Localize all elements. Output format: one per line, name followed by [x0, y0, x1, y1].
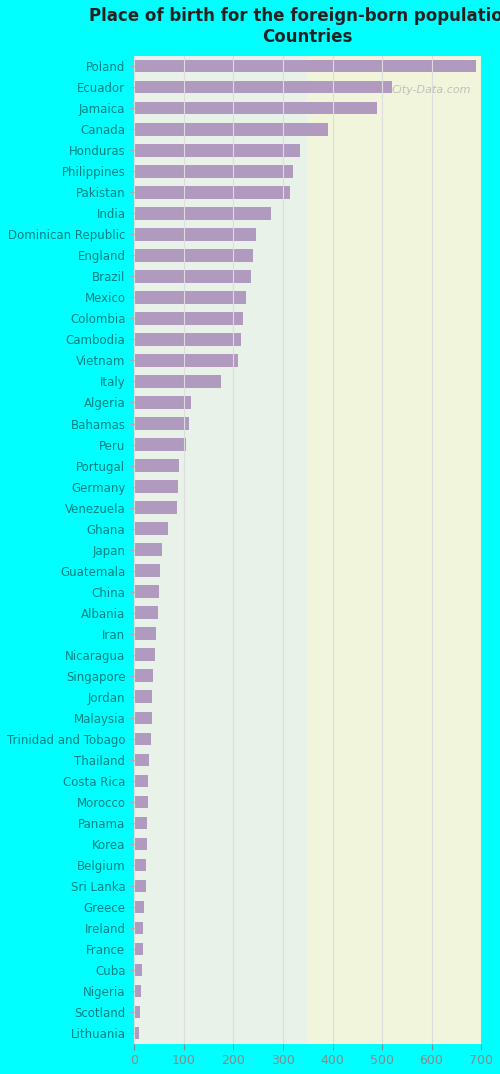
- Bar: [134, 313, 244, 324]
- Bar: [134, 207, 270, 219]
- Text: City-Data.com: City-Data.com: [391, 85, 470, 96]
- Bar: [134, 816, 147, 829]
- Bar: [134, 585, 159, 598]
- Bar: [134, 943, 143, 956]
- Bar: [134, 921, 143, 934]
- Bar: [134, 711, 152, 724]
- Bar: [134, 480, 178, 493]
- Bar: [134, 564, 160, 577]
- Bar: [134, 460, 179, 471]
- Bar: [134, 165, 293, 177]
- Bar: [134, 985, 141, 998]
- Bar: [134, 627, 156, 640]
- Bar: [134, 122, 328, 135]
- Bar: [134, 438, 186, 451]
- Bar: [134, 543, 162, 556]
- Bar: [134, 60, 476, 72]
- Bar: [134, 81, 392, 93]
- Bar: [134, 838, 147, 851]
- Bar: [134, 1027, 140, 1040]
- Title: Place of birth for the foreign-born population -
Countries: Place of birth for the foreign-born popu…: [88, 6, 500, 46]
- Bar: [134, 796, 148, 809]
- Bar: [134, 607, 158, 619]
- Bar: [134, 291, 246, 304]
- Bar: [134, 417, 189, 430]
- Bar: [134, 522, 168, 535]
- Bar: [134, 228, 256, 241]
- Bar: [134, 375, 221, 388]
- Bar: [134, 732, 151, 745]
- Bar: [134, 502, 176, 513]
- Bar: [134, 754, 150, 766]
- Bar: [134, 669, 154, 682]
- Bar: [134, 963, 142, 976]
- Bar: [134, 691, 152, 703]
- Bar: [134, 1005, 140, 1018]
- Bar: [134, 249, 254, 262]
- Bar: [134, 649, 156, 662]
- Bar: [134, 102, 377, 115]
- Bar: [134, 880, 146, 892]
- Bar: [134, 396, 192, 409]
- Bar: [134, 333, 241, 346]
- Bar: [134, 774, 148, 787]
- Bar: [134, 901, 144, 913]
- Bar: [134, 270, 251, 282]
- Bar: [134, 354, 238, 366]
- Bar: [134, 144, 300, 157]
- Bar: [134, 858, 146, 871]
- Bar: [134, 186, 290, 199]
